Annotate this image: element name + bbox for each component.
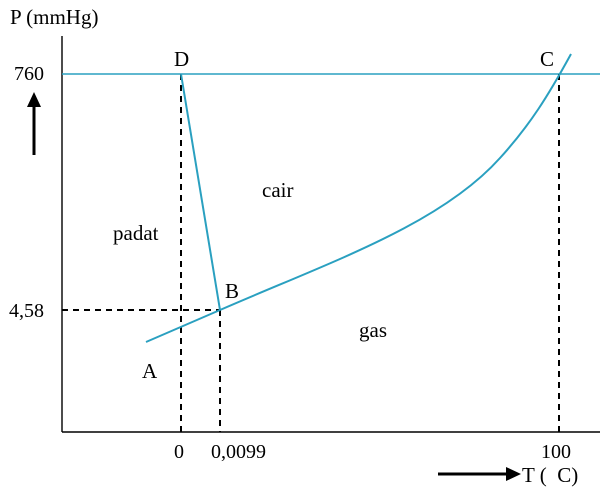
- point-label-D: D: [174, 47, 189, 71]
- x-tick-00099: 0,0099: [211, 441, 266, 463]
- y-tick-760: 760: [14, 63, 44, 85]
- point-label-B: B: [225, 279, 239, 303]
- region-label-solid: padat: [113, 221, 159, 245]
- vaporization-curve-BC: [219, 53, 572, 311]
- x-axis-label: T ( C): [522, 463, 578, 487]
- x-tick-100: 100: [541, 441, 571, 463]
- sublimation-curve-AB: [145, 309, 221, 343]
- point-label-C: C: [540, 47, 554, 71]
- x-tick-0: 0: [174, 441, 184, 463]
- y-tick-458: 4,58: [9, 300, 44, 322]
- point-label-A: A: [142, 359, 158, 383]
- x-arrow-icon: [506, 467, 521, 481]
- melting-curve-DB: [180, 73, 221, 311]
- region-label-gas: gas: [359, 318, 387, 342]
- y-arrow-icon: [27, 92, 41, 107]
- y-axis-label: P (mmHg): [10, 5, 98, 29]
- region-label-liquid: cair: [262, 178, 293, 202]
